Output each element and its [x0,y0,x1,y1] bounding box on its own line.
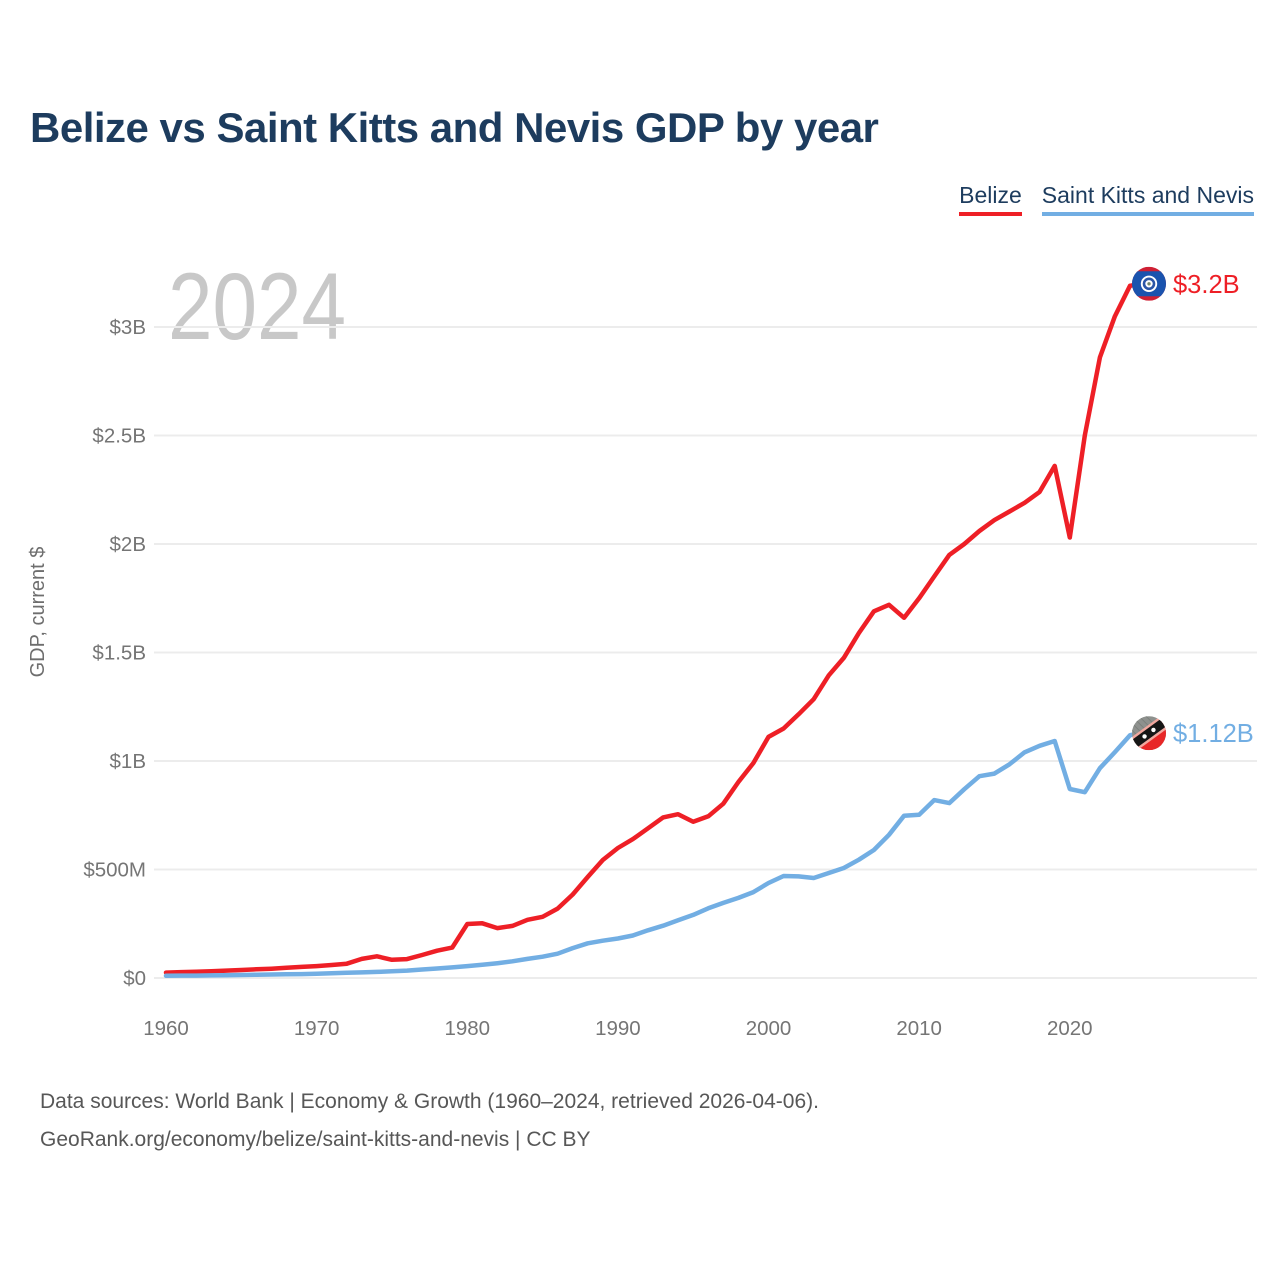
x-tick-label: 1980 [444,1017,490,1040]
watermark-year: 2024 [168,254,346,360]
footer: Data sources: World Bank | Economy & Gro… [40,1083,819,1159]
y-tick-label: $0 [123,967,146,990]
x-tick-label: 2000 [746,1017,792,1040]
footer-attribution-line: GeoRank.org/economy/belize/saint-kitts-a… [40,1128,591,1151]
end-value-label-saint-kitts-and-nevis: $1.12B [1173,720,1254,748]
x-tick-label: 2020 [1047,1017,1093,1040]
saint-kitts-and-nevis-flag-icon [1132,716,1166,751]
y-tick-label: $2.5B [92,425,146,448]
x-tick-label: 2010 [896,1017,942,1040]
x-tick-label: 1960 [143,1017,189,1040]
y-tick-label: $1B [110,750,146,773]
y-tick-label: $500M [83,859,146,882]
legend-item-saint-kitts-and-nevis[interactable]: Saint Kitts and Nevis [1041,182,1254,216]
legend-item-belize[interactable]: Belize [959,182,1022,216]
x-tick-label: 1970 [294,1017,340,1040]
y-tick-label: $3B [110,316,146,339]
belize-flag-icon [1132,266,1166,301]
legend: Belize Saint Kitts and Nevis [959,182,1254,216]
y-tick-label: $2B [110,533,146,556]
series-line-saint-kitts-and-nevis [163,732,1133,979]
end-value-label-belize: $3.2B [1173,271,1240,299]
footer-sources-line: Data sources: World Bank | Economy & Gro… [40,1090,819,1113]
page-title: Belize vs Saint Kitts and Nevis GDP by y… [30,104,879,151]
y-axis-title: GDP, current $ [27,547,49,678]
y-tick-label: $1.5B [92,642,146,665]
series-line-belize [163,283,1133,975]
x-tick-label: 1990 [595,1017,641,1040]
